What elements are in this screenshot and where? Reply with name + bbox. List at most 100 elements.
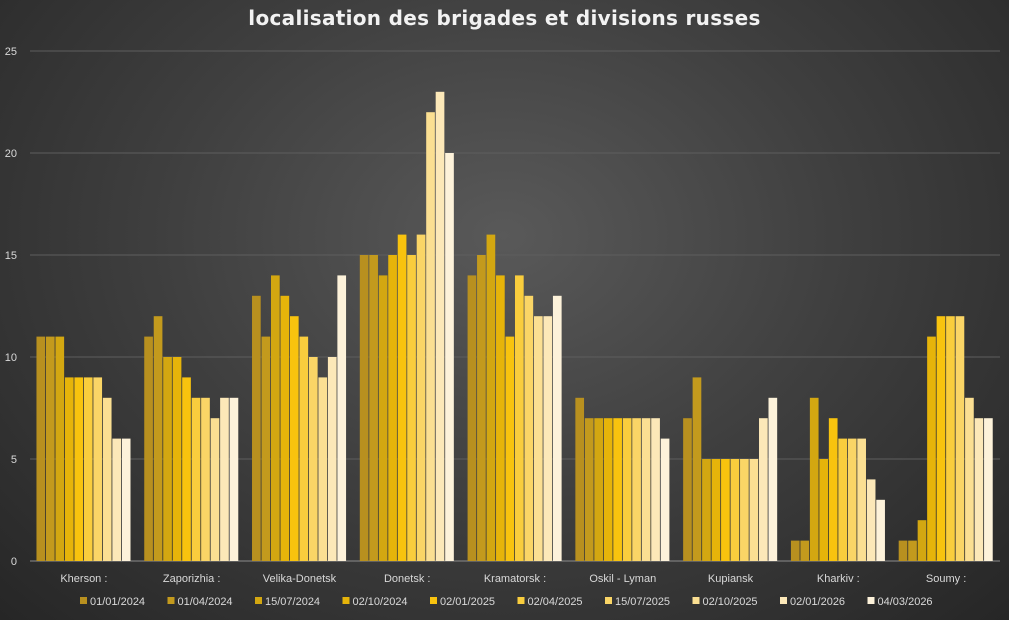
bar [163, 357, 172, 561]
bar [660, 438, 670, 561]
bar [36, 336, 46, 561]
legend-label: 15/07/2025 [615, 596, 670, 608]
x-axis: Kherson : Zaporizhia : Velika-Donetsk Donet… [60, 573, 966, 585]
bar [153, 316, 163, 561]
bar [378, 275, 388, 561]
bar [121, 438, 131, 561]
bar [759, 418, 768, 561]
bar [182, 377, 191, 561]
bar [477, 255, 486, 561]
bar [388, 255, 397, 561]
chart-title: localisation des brigades et divisions r… [248, 6, 761, 30]
bar [575, 397, 585, 561]
bar [740, 459, 749, 561]
bar [552, 295, 562, 561]
legend-label: 02/01/2026 [790, 596, 845, 608]
bar [280, 295, 290, 561]
y-tick-label: 20 [5, 148, 17, 160]
legend-item[interactable]: 04/03/2026 [867, 596, 933, 608]
bar [220, 397, 229, 561]
bar [327, 357, 337, 561]
legend-item[interactable]: 02/01/2025 [430, 596, 495, 608]
bar [721, 459, 730, 561]
y-axis: 0 5 10 15 20 25 [5, 46, 17, 568]
x-tick-label: Oskil - Lyman [589, 573, 656, 585]
y-tick-label: 25 [5, 46, 17, 58]
bar [809, 397, 819, 561]
bar [866, 479, 876, 561]
bar [270, 275, 280, 561]
legend-label: 02/01/2025 [440, 596, 495, 608]
legend-label: 02/10/2024 [353, 596, 408, 608]
bar [819, 459, 829, 561]
bar [533, 316, 543, 561]
x-tick-label: Kherson : [60, 573, 107, 585]
bar [584, 418, 594, 561]
legend-item[interactable]: 15/07/2024 [255, 596, 320, 608]
legend-label: 01/01/2024 [90, 596, 145, 608]
legend-item[interactable]: 01/04/2024 [167, 596, 233, 608]
legend-swatch [867, 597, 875, 604]
bar [730, 459, 740, 561]
bar [445, 153, 454, 561]
bar [876, 499, 885, 561]
legend-item[interactable]: 15/07/2025 [605, 596, 670, 608]
bar [683, 418, 692, 561]
bar [505, 336, 515, 561]
legend-item[interactable]: 02/01/2026 [780, 596, 845, 608]
bar [898, 540, 908, 561]
bar [496, 275, 505, 561]
legend-label: 02/04/2025 [528, 596, 583, 608]
bar [337, 275, 347, 561]
bar [318, 377, 328, 561]
legend-item[interactable]: 01/01/2024 [80, 596, 145, 608]
bar [908, 540, 917, 561]
bar [93, 377, 103, 561]
bar [299, 336, 309, 561]
bar [102, 397, 112, 561]
bar [946, 316, 955, 561]
bar [768, 397, 778, 561]
legend-swatch [605, 597, 612, 604]
legend[interactable]: 01/01/2024 01/04/2024 15/07/2024 02/10/2024… [80, 596, 933, 608]
bar [613, 418, 622, 561]
bar [651, 418, 660, 561]
bar [144, 336, 153, 561]
legend-label: 15/07/2024 [265, 596, 320, 608]
bar [927, 336, 936, 561]
legend-swatch [430, 597, 437, 604]
bar [64, 377, 74, 561]
bar [172, 357, 182, 561]
bar [426, 112, 435, 561]
bar [603, 418, 613, 561]
legend-item[interactable]: 02/10/2025 [692, 596, 758, 608]
legend-item[interactable]: 02/04/2025 [517, 596, 583, 608]
legend-swatch [692, 597, 700, 604]
x-tick-label: Kupiansk [708, 573, 754, 585]
legend-item[interactable]: 02/10/2024 [342, 596, 408, 608]
bar [112, 438, 122, 561]
y-tick-label: 0 [11, 556, 17, 568]
bar [847, 438, 857, 561]
bar [435, 91, 445, 562]
bar [800, 540, 810, 561]
bar [416, 234, 426, 561]
bar [622, 418, 632, 561]
bar [308, 357, 318, 561]
bar [55, 336, 65, 561]
bar [594, 418, 603, 561]
bar [289, 316, 299, 561]
legend-swatch [342, 597, 350, 604]
bar [210, 418, 220, 561]
legend-label: 01/04/2024 [178, 596, 233, 608]
bar [201, 397, 210, 561]
bar [857, 438, 866, 561]
y-tick-label: 15 [5, 250, 17, 262]
legend-swatch [167, 597, 175, 604]
bar [191, 397, 201, 561]
y-tick-label: 10 [5, 352, 17, 364]
bar [936, 316, 946, 561]
bars [36, 91, 993, 562]
bar [790, 540, 800, 561]
